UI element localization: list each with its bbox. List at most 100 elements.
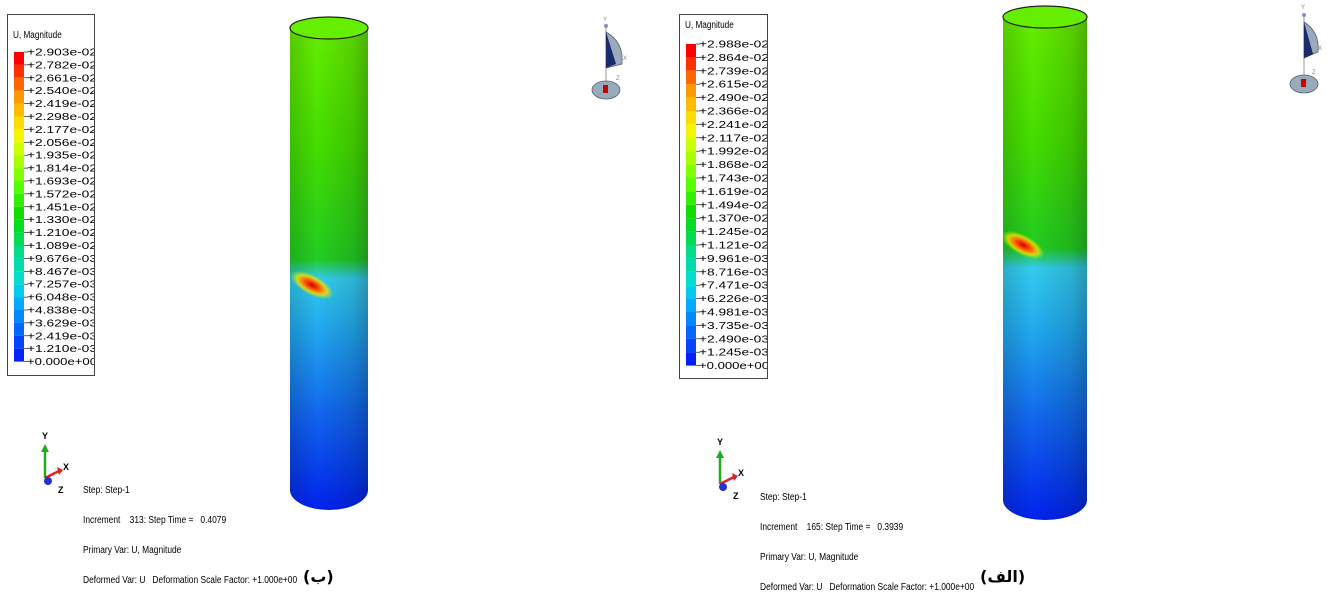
legend-swatch [14, 52, 24, 65]
legend-swatch [686, 84, 696, 98]
legend-swatch [686, 164, 696, 178]
legend-swatch [686, 204, 696, 219]
legend-value: +2.490e-02 [699, 93, 767, 104]
deformed-var-label-b: Deformed Var: U Deformation Scale Factor… [83, 575, 298, 586]
legend-swatch [686, 124, 696, 138]
deformed-var-label-a: Deformed Var: U Deformation Scale Factor… [760, 582, 975, 593]
legend-swatch [14, 193, 24, 207]
caption-b: (ب) [303, 567, 334, 586]
legend-value: +1.089e-02 [27, 241, 94, 252]
legend-swatch [14, 258, 24, 272]
legend-swatch [686, 312, 696, 326]
increment-label-b: Increment 313: Step Time = 0.4079 [83, 515, 227, 526]
legend-swatch [14, 219, 24, 233]
legend-swatch [14, 310, 24, 323]
legend-value: +2.419e-03 [27, 331, 94, 342]
legend-value: +3.735e-03 [699, 321, 767, 332]
panel-b: +2.903e-02 +2.782e-02 +2.661e-02 +2.540e-02… [0, 0, 660, 594]
legend-value: +2.615e-02 [699, 80, 767, 91]
legend-swatch [14, 129, 24, 143]
legend-value: +1.370e-02 [699, 214, 767, 225]
legend-value: +1.245e-03 [699, 348, 767, 359]
legend-swatch [14, 271, 24, 285]
legend-b: +2.903e-02 +2.782e-02 +2.661e-02 +2.540e-02… [7, 14, 95, 376]
legend-value: +1.619e-02 [699, 187, 767, 198]
axis-triad-a: Y X Z [716, 437, 744, 501]
legend-value: +1.935e-02 [27, 151, 94, 162]
legend-swatch [686, 352, 696, 366]
legend-swatch [14, 64, 24, 78]
legend-value: +2.419e-02 [27, 99, 94, 110]
legend-value: +1.693e-02 [27, 177, 94, 188]
legend-value: +1.121e-02 [699, 241, 767, 252]
legend-value: +2.117e-02 [699, 133, 767, 144]
legend-swatch [14, 322, 24, 336]
legend-value: +3.629e-03 [27, 318, 94, 329]
legend-swatch [686, 285, 696, 299]
legend-swatch [14, 348, 24, 362]
legend-value: +2.864e-02 [699, 53, 767, 64]
legend-swatch [14, 245, 24, 259]
step-label-b: Step: Step-1 [83, 485, 130, 496]
legend-value: +2.661e-02 [27, 73, 94, 84]
primary-var-label-b: Primary Var: U, Magnitude [83, 545, 182, 556]
legend-value: +2.782e-02 [27, 60, 94, 71]
legend-value: +1.814e-02 [27, 164, 94, 175]
legend-swatch [686, 70, 696, 85]
legend-swatch [686, 231, 696, 245]
legend-value: +2.490e-03 [699, 334, 767, 345]
legend-value: +1.494e-02 [699, 200, 767, 211]
cylinder-a [1001, 5, 1088, 520]
legend-swatch [14, 232, 24, 246]
legend-value: +8.716e-03 [699, 267, 767, 278]
legend-value: +4.981e-03 [699, 308, 767, 319]
legend-swatch [686, 178, 696, 192]
legend-value: +1.572e-02 [27, 189, 94, 200]
view-orientation-glyph-b: Y X Z [591, 17, 627, 100]
legend-value: +1.245e-02 [699, 227, 767, 238]
view-orientation-glyph-a: Y X Z [1289, 5, 1322, 94]
legend-swatch [686, 271, 696, 286]
panel-a: +2.988e-02 +2.864e-02 +2.739e-02 +2.615e-02… [668, 0, 1327, 594]
legend-value: +2.298e-02 [27, 112, 94, 123]
legend-swatch [14, 116, 24, 130]
legend-value: +0.000e+00 [699, 361, 767, 372]
legend-swatch [686, 57, 696, 71]
legend-swatch [686, 218, 696, 232]
svg-text:Z: Z [616, 76, 620, 82]
svg-text:Z: Z [1312, 70, 1316, 76]
legend-a-swatches: +2.988e-02 +2.864e-02 +2.739e-02 +2.615e-02… [686, 40, 767, 372]
legend-swatch [14, 206, 24, 220]
legend-swatch [686, 44, 696, 58]
legend-value: +1.992e-02 [699, 147, 767, 158]
step-info-b: Step: Step-1 Increment 313: Step Time = … [83, 466, 297, 606]
legend-value: +0.000e+00 [27, 357, 94, 368]
legend-value: +4.838e-03 [27, 306, 94, 317]
legend-swatch [14, 297, 24, 310]
legend-swatch [686, 151, 696, 165]
legend-swatch [686, 137, 696, 152]
legend-swatch [686, 325, 696, 339]
legend-value: +1.868e-02 [699, 160, 767, 171]
legend-swatch [686, 258, 696, 272]
step-label-a: Step: Step-1 [760, 492, 807, 503]
legend-swatch [14, 103, 24, 117]
legend-swatch [686, 191, 696, 205]
triad-b-z-label: Z [58, 485, 64, 495]
svg-text:X: X [1318, 46, 1322, 52]
axis-triad-b: Y X Z [41, 431, 69, 495]
legend-b-title: U, Magnitude [13, 30, 62, 41]
legend-swatch [14, 181, 24, 194]
legend-value: +2.988e-02 [699, 40, 767, 51]
legend-a: +2.988e-02 +2.864e-02 +2.739e-02 +2.615e-02… [679, 14, 768, 379]
step-info-a: Step: Step-1 Increment 165: Step Time = … [760, 473, 974, 613]
legend-swatch [14, 142, 24, 156]
legend-swatch [14, 77, 24, 91]
caption-a: (الف) [980, 567, 1026, 586]
legend-swatch [686, 111, 696, 125]
legend-a-title: U, Magnitude [685, 20, 734, 31]
increment-label-a: Increment 165: Step Time = 0.3939 [760, 522, 904, 533]
legend-value: +7.257e-03 [27, 280, 94, 291]
legend-value: +1.210e-03 [27, 344, 94, 355]
legend-value: +9.961e-03 [699, 254, 767, 265]
